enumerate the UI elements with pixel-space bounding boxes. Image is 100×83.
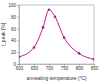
y-axis: 0 20 40 60 80 100 [8, 3, 19, 67]
marks [19, 8, 94, 60]
plot: 600 650 700 750 800 850 0 20 40 60 80 100 [8, 3, 98, 71]
tick-label: 0 [13, 62, 16, 67]
marker [19, 56, 20, 59]
tick-mark [17, 64, 19, 65]
chart: 600 650 700 750 800 850 0 20 40 60 80 100 annealing … [0, 0, 100, 83]
tick-label: 750 [61, 66, 69, 71]
tick: 750 [61, 64, 69, 71]
marker [33, 46, 36, 49]
tick-mark [17, 5, 19, 6]
y-axis-title: I_peak [%] [0, 22, 6, 46]
tick-label: 80 [11, 15, 17, 20]
tick-label: 40 [11, 38, 17, 43]
marker [63, 36, 66, 39]
line [19, 10, 94, 60]
tick-mark [17, 40, 19, 41]
tick-mark [17, 17, 19, 18]
tick: 600 [16, 64, 24, 71]
tick: 60 [11, 27, 19, 32]
marker [54, 16, 57, 19]
tick: 650 [31, 64, 39, 71]
tick: 20 [11, 50, 19, 55]
tick-label: 850 [91, 66, 99, 71]
tick-label: 60 [11, 27, 17, 32]
tick-label: 600 [16, 66, 24, 71]
tick-label: 100 [8, 3, 16, 8]
marker [42, 26, 45, 29]
tick: 700 [46, 64, 54, 71]
tick: 850 [91, 64, 99, 71]
frame [19, 5, 94, 64]
marker [93, 58, 94, 61]
tick: 100 [8, 3, 19, 8]
tick-label: 800 [76, 66, 84, 71]
tick-label: 650 [31, 66, 39, 71]
tick-mark [17, 29, 19, 30]
x-axis: 600 650 700 750 800 850 [16, 64, 99, 71]
tick-mark [17, 52, 19, 53]
tick: 800 [76, 64, 84, 71]
tick: 40 [11, 38, 19, 43]
marker [78, 52, 81, 55]
tick-label: 20 [11, 50, 17, 55]
marker [48, 8, 51, 11]
tick: 0 [13, 62, 19, 67]
tick-label: 700 [46, 66, 54, 71]
tick: 80 [11, 15, 19, 20]
axis-line [17, 6, 20, 65]
x-axis-title: annealing temperature [°C] [27, 75, 87, 81]
